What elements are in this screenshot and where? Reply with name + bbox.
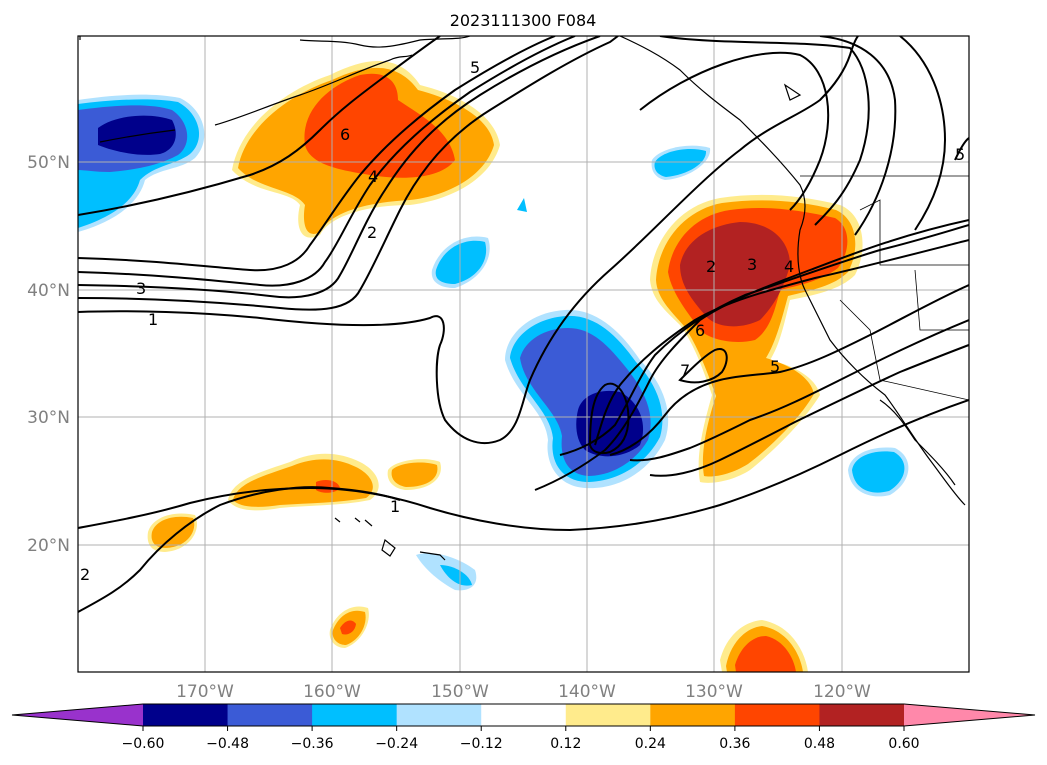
svg-text:1: 1 bbox=[390, 497, 400, 516]
svg-text:2: 2 bbox=[80, 565, 90, 584]
colorbar-segment bbox=[734, 704, 820, 726]
svg-text:5: 5 bbox=[470, 58, 480, 77]
lat-label-20n: 20°N bbox=[27, 536, 70, 556]
colorbar-segment bbox=[227, 704, 313, 726]
svg-text:3: 3 bbox=[136, 279, 146, 298]
contour-labels: 5 6 4 2 3 1 1 2 3 4 6 7 5 5 2 bbox=[80, 58, 965, 584]
colorbar-extend-high bbox=[904, 704, 1035, 726]
svg-text:4: 4 bbox=[784, 257, 794, 276]
svg-text:7: 7 bbox=[680, 361, 690, 380]
colorbar-segment bbox=[565, 704, 651, 726]
lat-label-30n: 30°N bbox=[27, 408, 70, 428]
colorbar-tick-label: 0.12 bbox=[550, 736, 581, 752]
svg-text:6: 6 bbox=[340, 125, 350, 144]
colorbar-tick-label: −0.48 bbox=[206, 736, 249, 752]
svg-text:4: 4 bbox=[368, 167, 378, 186]
colorbar-segment bbox=[312, 704, 398, 726]
svg-text:2: 2 bbox=[367, 223, 377, 242]
svg-text:1: 1 bbox=[148, 310, 158, 329]
colorbar-tick-label: 0.36 bbox=[719, 736, 750, 752]
colorbar-segment bbox=[819, 704, 905, 726]
map-title: 2023111300 F084 bbox=[450, 11, 597, 30]
svg-text:5: 5 bbox=[770, 357, 780, 376]
colorbar-tick-label: 0.24 bbox=[635, 736, 666, 752]
svg-text:6: 6 bbox=[695, 321, 705, 340]
colorbar-segment bbox=[481, 704, 567, 726]
lon-label-140w: 140°W bbox=[558, 682, 616, 702]
map-area: 5 6 4 2 3 1 1 2 3 4 6 7 5 5 2 bbox=[78, 36, 969, 672]
lon-label-160w: 160°W bbox=[303, 682, 361, 702]
colorbar-segment bbox=[143, 704, 229, 726]
colorbar-segment bbox=[396, 704, 482, 726]
colorbar-tick-label: 0.48 bbox=[804, 736, 835, 752]
lon-label-170w: 170°W bbox=[176, 682, 234, 702]
colorbar-tick-label: −0.36 bbox=[291, 736, 334, 752]
svg-text:3: 3 bbox=[747, 255, 757, 274]
colorbar: −0.60 −0.48 −0.36 −0.24 −0.12 0.12 0.24 0.36 0.4… bbox=[11, 703, 1036, 752]
colorbar-tick-label: −0.60 bbox=[122, 736, 165, 752]
longitude-labels: 170°W 160°W 150°W 140°W 130°W 120°W bbox=[176, 682, 871, 702]
lat-label-40n: 40°N bbox=[27, 281, 70, 301]
svg-text:5: 5 bbox=[955, 145, 965, 164]
latitude-labels: 50°N 40°N 30°N 20°N bbox=[27, 153, 70, 556]
lon-label-120w: 120°W bbox=[813, 682, 871, 702]
map-frame bbox=[77, 35, 970, 673]
colorbar-extend-low bbox=[12, 704, 143, 726]
colorbar-segment bbox=[650, 704, 736, 726]
colorbar-tick-label: 0.60 bbox=[888, 736, 919, 752]
colorbar-tick-label: −0.12 bbox=[460, 736, 503, 752]
svg-text:2: 2 bbox=[706, 257, 716, 276]
lon-label-130w: 130°W bbox=[685, 682, 743, 702]
colorbar-tick-label: −0.24 bbox=[375, 736, 418, 752]
map-gridlines bbox=[78, 36, 969, 672]
height-anomaly-contours bbox=[78, 36, 969, 613]
lon-label-150w: 150°W bbox=[431, 682, 489, 702]
lat-label-50n: 50°N bbox=[27, 153, 70, 173]
